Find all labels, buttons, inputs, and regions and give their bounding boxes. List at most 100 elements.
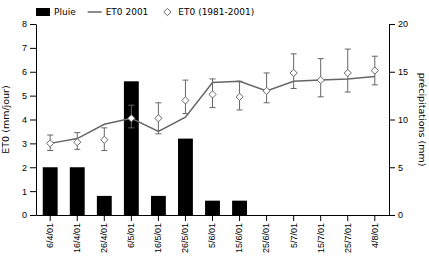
tick-mark <box>293 215 294 221</box>
point <box>47 140 54 147</box>
tick-mark <box>30 167 36 168</box>
tick-mark <box>30 72 36 73</box>
bar <box>259 215 274 216</box>
tick-mark <box>389 215 395 216</box>
x-tick: 15/6/01 <box>234 215 244 253</box>
chart: 6/4/0116/4/0126/4/016/5/0116/5/0126/5/01… <box>0 0 429 261</box>
bar <box>232 201 247 215</box>
tick-label: 5/6/01 <box>207 223 217 248</box>
tick-mark <box>30 215 36 216</box>
y2-tick: 10 <box>389 115 408 125</box>
point <box>209 91 216 98</box>
error-bar <box>345 49 351 92</box>
tick-label: 25/7/01 <box>343 223 353 253</box>
bar <box>340 215 355 216</box>
legend-label: ET0 (1981-2001) <box>178 7 254 17</box>
tick-label: 10 <box>398 115 408 125</box>
y2-tick: 20 <box>389 19 408 29</box>
tick-mark <box>266 215 267 221</box>
tick-label: 0 <box>22 210 27 220</box>
legend-item: ET0 2001 <box>88 7 149 17</box>
point <box>290 69 297 76</box>
error-bar <box>101 128 107 151</box>
tick-mark <box>389 167 395 168</box>
tick-mark <box>389 120 395 121</box>
error-bar <box>210 79 216 108</box>
error-bar <box>291 54 297 89</box>
point <box>128 115 135 122</box>
error-bar <box>128 105 134 128</box>
bar <box>367 215 382 216</box>
bar <box>70 167 85 215</box>
error-bar <box>318 59 324 97</box>
legend-swatch <box>36 8 50 16</box>
error-bar <box>155 103 161 134</box>
point <box>101 136 108 143</box>
x-tick: 26/5/01 <box>180 215 190 253</box>
tick-label: 7 <box>22 43 27 53</box>
y-tick: 4 <box>22 115 36 125</box>
tick-label: 20 <box>398 19 408 29</box>
tick-label: 3 <box>22 139 27 149</box>
bar <box>286 215 301 216</box>
bar <box>205 201 220 215</box>
bar <box>124 81 139 215</box>
axis-line <box>36 25 37 216</box>
x-tick: 5/7/01 <box>289 215 299 248</box>
error-bar <box>182 80 188 113</box>
y2-tick: 0 <box>389 210 403 220</box>
point <box>317 77 324 84</box>
point <box>182 97 189 104</box>
tick-mark <box>30 48 36 49</box>
tick-label: 26/4/01 <box>99 223 109 253</box>
error-bar <box>74 133 80 150</box>
tick-label: 6 <box>22 67 27 77</box>
x-tick: 4/8/01 <box>370 215 380 248</box>
tick-mark <box>77 215 78 221</box>
error-bar <box>264 73 270 103</box>
y-axis-title: ET0 (mm/jour) <box>0 85 11 153</box>
tick-mark <box>50 215 51 221</box>
tick-label: 4 <box>22 115 27 125</box>
y-tick: 0 <box>22 210 36 220</box>
tick-mark <box>185 215 186 221</box>
line <box>50 77 375 144</box>
error-bar <box>372 56 378 85</box>
bar <box>178 139 193 215</box>
tick-label: 4/8/01 <box>370 223 380 248</box>
point <box>74 139 81 146</box>
tick-label: 15 <box>398 67 408 77</box>
tick-mark <box>320 215 321 221</box>
x-tick: 6/4/01 <box>45 215 55 248</box>
point <box>155 115 162 122</box>
y-axis: 012345678 <box>22 19 37 220</box>
legend-label: Pluie <box>54 7 76 17</box>
tick-mark <box>30 191 36 192</box>
tick-label: 8 <box>22 19 27 29</box>
x-tick: 5/6/01 <box>207 215 217 248</box>
tick-mark <box>104 215 105 221</box>
tick-mark <box>374 215 375 221</box>
bar <box>97 196 112 215</box>
x-tick: 16/5/01 <box>153 215 163 253</box>
legend-swatch <box>88 11 102 13</box>
x-tick: 15/7/01 <box>316 215 326 253</box>
tick-mark <box>30 143 36 144</box>
tick-label: 15/7/01 <box>316 223 326 253</box>
tick-mark <box>212 215 213 221</box>
series-line <box>50 77 375 144</box>
tick-mark <box>389 24 395 25</box>
tick-label: 6/4/01 <box>45 223 55 248</box>
tick-mark <box>30 24 36 25</box>
tick-mark <box>389 72 395 73</box>
error-bar <box>237 81 243 110</box>
point <box>371 67 378 74</box>
y-tick: 6 <box>22 67 36 77</box>
tick-mark <box>239 215 240 221</box>
tick-label: 0 <box>398 210 403 220</box>
bar <box>43 167 58 215</box>
x-tick: 6/5/01 <box>126 215 136 248</box>
y-tick: 7 <box>22 43 36 53</box>
bar <box>313 215 328 216</box>
y-tick: 5 <box>22 91 36 101</box>
